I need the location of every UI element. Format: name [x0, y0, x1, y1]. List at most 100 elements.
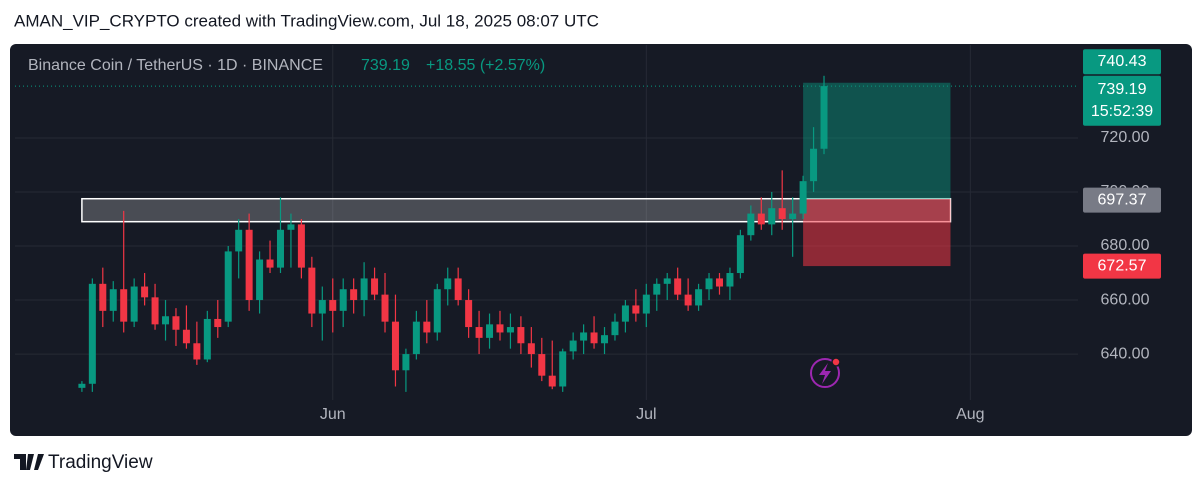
candle-body [684, 294, 692, 306]
chart-title: Binance Coin / TetherUS · 1D · BINANCE [28, 57, 323, 74]
stop-label: 672.57 [1098, 257, 1147, 274]
candle-body [433, 289, 441, 333]
candle-body [203, 318, 211, 360]
candle-body [601, 335, 609, 344]
candle-body [789, 213, 797, 219]
candle-body [162, 316, 170, 325]
stop-label-box [1083, 253, 1161, 279]
candle-body [329, 300, 337, 311]
x-tick-label: Jul [636, 406, 656, 423]
candle-body [663, 278, 671, 284]
candle-body [371, 278, 379, 295]
candle-body [674, 278, 682, 295]
candle-body [465, 300, 473, 328]
candle-body [318, 300, 326, 314]
y-tick-label: 640.00 [1101, 345, 1150, 362]
candle-body [235, 229, 243, 252]
candle-body [506, 327, 514, 333]
candle-body [611, 321, 619, 336]
entry-label: 697.37 [1098, 191, 1147, 208]
candle-body [78, 383, 86, 388]
candle-body [778, 208, 786, 219]
candle-body [444, 278, 452, 290]
entry-label-box [1083, 187, 1161, 213]
logo [14, 454, 44, 470]
candle-body [736, 235, 744, 274]
candle-body [245, 229, 253, 301]
candle-body [130, 286, 138, 322]
candle-body [88, 283, 96, 384]
candle-body [527, 343, 535, 355]
candle-body [517, 327, 525, 344]
candle-body [621, 305, 629, 322]
candle-body [266, 259, 274, 268]
candle-body [705, 278, 713, 290]
brand: TradingView [48, 452, 153, 473]
candle-body [548, 375, 556, 387]
target-label: 740.43 [1098, 53, 1147, 70]
loss-zone [803, 199, 951, 267]
candle-body [360, 278, 368, 301]
y-tick-label: 680.00 [1101, 237, 1150, 254]
candle-body [402, 354, 410, 371]
candle-body [214, 318, 222, 328]
candle-body [99, 283, 107, 311]
last-price: 739.19 [361, 57, 410, 74]
target-label-box [1083, 49, 1161, 75]
candle-body [141, 286, 149, 298]
candle-body [538, 354, 546, 376]
alert-icon [810, 357, 841, 388]
candle-body [454, 278, 462, 301]
candle-body [120, 289, 128, 322]
last-price-label: 739.19 [1098, 81, 1147, 98]
candle-body [412, 321, 420, 355]
x-tick-label: Jun [320, 406, 346, 423]
candle-body [151, 297, 159, 325]
last-price-label-box [1083, 75, 1161, 126]
candle-body [820, 86, 828, 149]
candle-body [391, 321, 399, 371]
candle-body [810, 148, 818, 182]
candle-body [559, 351, 567, 387]
candle-body [256, 259, 264, 301]
candle-body [632, 305, 640, 314]
candle-body [276, 229, 284, 268]
candle-body [109, 289, 117, 311]
candle-body [569, 340, 577, 352]
candle-body [308, 267, 316, 314]
profit-zone [803, 82, 951, 200]
price-change: +18.55 (+2.57%) [426, 57, 545, 74]
candle-body [747, 213, 755, 236]
chart-panel [10, 44, 1192, 436]
candle-body [297, 224, 305, 268]
candle-body [224, 251, 232, 322]
candle-body [768, 208, 776, 225]
candle-body [172, 316, 180, 330]
candle-body [423, 321, 431, 333]
candle-body [350, 289, 358, 301]
candle-body [287, 224, 295, 230]
candle-body [475, 327, 483, 338]
candle-body [339, 289, 347, 311]
candle-body [486, 324, 494, 338]
candle-body [590, 332, 598, 344]
candle-body [496, 324, 504, 333]
candle-body [715, 278, 723, 287]
header-text: AMAN_VIP_CRYPTO created with TradingView… [14, 11, 599, 30]
plot [15, 45, 1078, 400]
candle-body [799, 181, 807, 214]
candle-body [182, 329, 190, 344]
y-tick-label: 720.00 [1101, 129, 1150, 146]
last-price-label: 15:52:39 [1091, 103, 1153, 120]
candle-body [653, 283, 661, 295]
candle-body [193, 343, 201, 360]
y-tick-label: 660.00 [1101, 291, 1150, 308]
candle-body [757, 213, 765, 225]
candle-body [642, 294, 650, 314]
candle-body [695, 289, 703, 306]
candle-body [381, 294, 389, 322]
candle-body [580, 332, 588, 341]
x-tick-label: Aug [956, 406, 984, 423]
candle-body [726, 273, 734, 287]
